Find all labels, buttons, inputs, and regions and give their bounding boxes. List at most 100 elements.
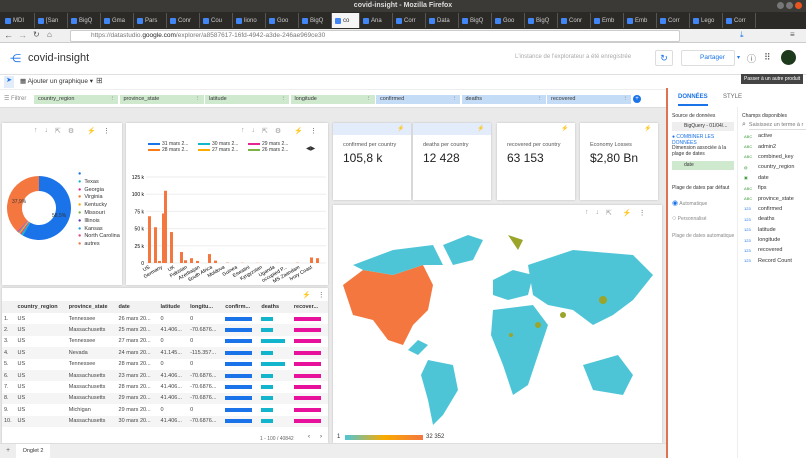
back-icon[interactable]: ← [4,30,13,40]
data-source[interactable]: BigQuery - 01/04/... [672,122,734,131]
bar[interactable] [148,216,151,263]
browser-tab[interactable]: BigQ [68,13,101,28]
chip-menu-icon[interactable]: ⋮ [622,96,629,102]
browser-tab[interactable]: Corr [657,13,690,28]
table-row[interactable]: 3. US Tennessee 27 mars 20... 0 0 [2,336,328,347]
table-row[interactable]: 8. US Massachusetts 29 mars 20... 41.406... -… [2,392,328,405]
date-dimension-chip[interactable]: date [672,161,734,170]
field-item[interactable]: ▣ date [744,174,769,181]
legend-item[interactable]: 29 mars 2... [248,141,298,147]
pie-slice[interactable] [7,176,39,232]
apps-icon[interactable]: ⠿ [764,52,771,62]
chip-menu-icon[interactable]: ⋮ [366,96,372,102]
field-item[interactable]: ABC active [744,133,773,140]
combine-data-button[interactable]: ● COMBINER LES DONNÉES [672,134,715,146]
sort-up-icon[interactable]: ↑ [34,127,38,134]
add-filter-button[interactable]: + [633,95,641,103]
column-header[interactable] [2,301,16,313]
avatar[interactable] [781,50,796,65]
bolt-icon[interactable]: ⚡ [561,126,569,132]
bar[interactable] [190,258,193,263]
browser-tab[interactable]: Data [426,13,459,28]
field-item[interactable]: 123 latitude [744,226,776,233]
field-item[interactable]: ABC combined_key [744,153,794,160]
field-chip-latitude[interactable]: latitude ⋮ [205,95,289,104]
share-dropdown-icon[interactable]: ▾ [737,55,741,61]
field-item[interactable]: 123 Record Count [744,257,792,264]
browser-tab[interactable]: Corr [723,13,756,28]
scorecard[interactable]: ⚡ confirmed per country 105,8 k [333,123,411,200]
column-header[interactable]: latitude [158,301,189,313]
menu-icon[interactable]: ≡ [790,30,795,39]
sort-down-icon[interactable]: ↓ [44,127,49,134]
export-icon[interactable]: ⇱ [606,210,612,217]
bar[interactable] [196,260,199,263]
bar[interactable] [208,254,211,263]
field-item[interactable]: ABC admin2 [744,143,777,150]
table-row[interactable]: 4. US Nevada 24 mars 20... 41.145... -115.357… [2,347,328,359]
window-controls[interactable] [777,2,802,9]
legend-item[interactable]: 30 mars 2... [198,141,248,147]
refresh-button[interactable]: ↻ [655,50,673,66]
browser-tab[interactable]: Conr [558,13,591,28]
field-item[interactable]: 123 confirmed [744,205,783,212]
column-header[interactable]: recover... [291,301,328,313]
bolt-icon[interactable]: ⚡ [294,128,303,135]
pie-slice[interactable] [21,222,31,236]
url-input[interactable]: https://datastudio.google.com/explorer/a… [70,30,680,42]
column-header[interactable]: longitu... [188,301,224,313]
field-chip-longitude[interactable]: longitude ⋮ [290,95,375,104]
bar[interactable] [180,251,183,263]
next-page-icon[interactable]: › [320,434,322,440]
tab-style[interactable]: STYLE [723,94,743,100]
bolt-icon[interactable]: ⚡ [622,210,632,217]
table-row[interactable]: 2. US Massachusetts 25 mars 20... 41.406... -… [2,324,328,336]
table-row[interactable]: 7. US Massachusetts 28 mars 20... 41.406... -… [2,381,328,392]
browser-tab[interactable]: Ana [360,13,393,28]
download-icon[interactable]: ⤓ [740,30,744,39]
browser-tab[interactable]: [San [35,13,68,28]
browser-tab[interactable]: BigQ [459,13,492,28]
add-control-icon[interactable]: ⊞ [96,76,103,85]
chip-menu-icon[interactable]: ⋮ [109,96,116,102]
chip-menu-icon[interactable]: ⋮ [280,96,287,102]
report-title[interactable]: covid-insight [28,52,90,64]
select-tool-icon[interactable]: ➤ [4,76,14,88]
scorecard[interactable]: ⚡ Economy Losses $2,80 Bn [580,123,658,200]
pie-slice[interactable] [20,221,30,235]
field-search[interactable]: ⌕ [740,119,806,131]
table-row[interactable]: 9. US Michigan 29 mars 20... 0 0 [2,404,328,415]
bar[interactable] [316,258,319,263]
field-chip-province_state[interactable]: province_state ⋮ [119,95,204,104]
more-icon[interactable]: ⋮ [638,210,646,217]
browser-tab[interactable]: Emb [624,13,657,28]
column-header[interactable]: confirm... [223,301,260,313]
more-icon[interactable]: ⋮ [102,128,110,135]
column-header[interactable]: country_region [15,301,67,313]
reload-icon[interactable]: ↻ [33,30,40,39]
browser-tab[interactable]: Gma [101,13,134,28]
radio-automatic[interactable]: ◉ Automatique [672,200,708,207]
table-row[interactable]: 5. US Tennessee 28 mars 20... 0 0 [2,359,328,370]
browser-tab[interactable]: BigQ [525,13,558,28]
browser-tab[interactable]: Pars [134,13,167,28]
export-icon[interactable]: ⇱ [55,128,61,135]
bolt-icon[interactable]: ⚡ [644,126,652,132]
bolt-icon[interactable]: ⚡ [477,126,485,132]
column-header[interactable]: date [116,301,159,313]
browser-tab[interactable]: liono [233,13,266,28]
bar[interactable] [170,232,173,263]
bolt-icon[interactable]: ⚡ [397,126,405,132]
browser-tab[interactable]: Corr [393,13,426,28]
browser-tab[interactable]: Goo [492,13,525,28]
field-chip-country_region[interactable]: country_region ⋮ [34,95,118,104]
help-icon[interactable]: ⓘ [747,54,757,64]
drill-icon[interactable]: ⚙ [67,128,75,135]
chip-menu-icon[interactable]: ⋮ [195,96,201,102]
pie-slice[interactable] [19,221,29,234]
bolt-icon[interactable]: ⚡ [302,292,311,299]
browser-tab[interactable]: Cou [200,13,233,28]
scorecard[interactable]: ⚡ recovered per country 63 153 [497,123,575,200]
pie-slice[interactable] [17,220,29,233]
sort-down-icon[interactable]: ↓ [251,127,256,134]
